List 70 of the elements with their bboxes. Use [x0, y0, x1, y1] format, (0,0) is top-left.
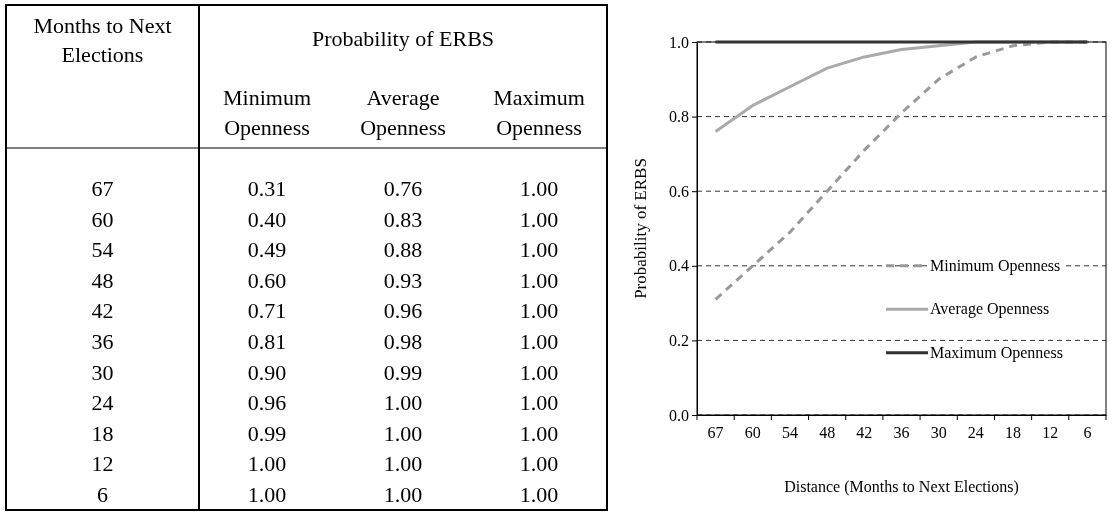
text: 0.83 [383, 206, 423, 232]
y-tick-label: 0.0 [669, 406, 689, 424]
text: Average Openness [360, 85, 446, 140]
legend-label: Average Openness [930, 300, 1050, 319]
category-label: 24 [91, 390, 114, 416]
y-axis-title: Probability of ERBS [631, 158, 650, 299]
x-tick-label: 24 [967, 424, 984, 442]
text: 1.00 [519, 390, 559, 416]
category-label: 30 [91, 359, 114, 385]
category-label: 54 [91, 237, 114, 263]
category-label: 67 [91, 176, 114, 201]
x-tick-label: 36 [893, 424, 910, 442]
x-tick-label: 67 [707, 424, 724, 442]
text: 1.00 [519, 359, 559, 385]
text: 1.00 [383, 390, 423, 416]
x-tick-label: 18 [1005, 424, 1022, 442]
x-tick-label: 12 [1042, 424, 1059, 442]
text: 1.00 [519, 267, 559, 293]
text: 1.00 [519, 451, 559, 477]
text: Months to Next Elections [33, 13, 172, 67]
text: 0.93 [383, 267, 423, 293]
x-tick-label: 48 [819, 424, 836, 442]
text: 1.00 [519, 420, 559, 446]
y-tick-label: 1.0 [669, 33, 689, 51]
category-label: 42 [91, 298, 114, 324]
category-label: 12 [91, 451, 114, 477]
text: 0.76 [383, 176, 423, 201]
text: Probability of ERBS [311, 26, 495, 51]
text: 1.00 [519, 482, 559, 507]
x-tick-label: 60 [744, 424, 761, 442]
text: 0.99 [383, 359, 423, 385]
text: 0.60 [247, 267, 287, 293]
text: 0.71 [247, 298, 287, 324]
text: 1.00 [519, 176, 559, 201]
y-tick-label: 0.4 [669, 257, 689, 275]
text: 0.96 [383, 298, 423, 324]
legend-label: Minimum Openness [930, 256, 1061, 275]
x-axis-title: Distance (Months to Next Elections) [784, 478, 1019, 496]
y-tick-label: 0.8 [669, 108, 689, 126]
x-tick-label: 30 [930, 424, 947, 442]
text: 1.00 [247, 482, 287, 507]
category-label: 6 [97, 482, 108, 507]
text: 1.00 [383, 482, 423, 507]
text: 1.00 [519, 329, 559, 354]
text: 0.90 [247, 359, 287, 385]
text: 0.99 [247, 420, 287, 446]
text: 0.81 [247, 329, 287, 354]
x-tick-label: 6 [1083, 424, 1092, 442]
x-tick-label: 54 [781, 424, 798, 442]
y-tick-label: 0.2 [669, 332, 689, 350]
text: 1.00 [519, 298, 559, 324]
x-tick-label: 42 [856, 424, 873, 442]
category-label: 60 [91, 206, 114, 232]
text: 0.98 [383, 329, 423, 354]
text: 1.00 [519, 206, 559, 232]
text: Maximum Openness [493, 85, 585, 140]
text: 0.49 [247, 237, 287, 263]
category-label: 36 [91, 329, 114, 354]
text: 1.00 [519, 237, 559, 263]
text: Minimum Openness [222, 85, 312, 140]
text: 0.96 [247, 390, 287, 416]
category-label: 48 [91, 267, 114, 293]
text: 1.00 [383, 420, 423, 446]
text: 1.00 [247, 451, 287, 477]
text: 1.00 [383, 451, 423, 477]
text: 0.88 [383, 237, 423, 263]
text: 0.40 [247, 206, 287, 232]
y-tick-label: 0.6 [669, 182, 689, 200]
text: 0.31 [247, 176, 287, 201]
legend-label: Maximum Openness [930, 343, 1063, 362]
